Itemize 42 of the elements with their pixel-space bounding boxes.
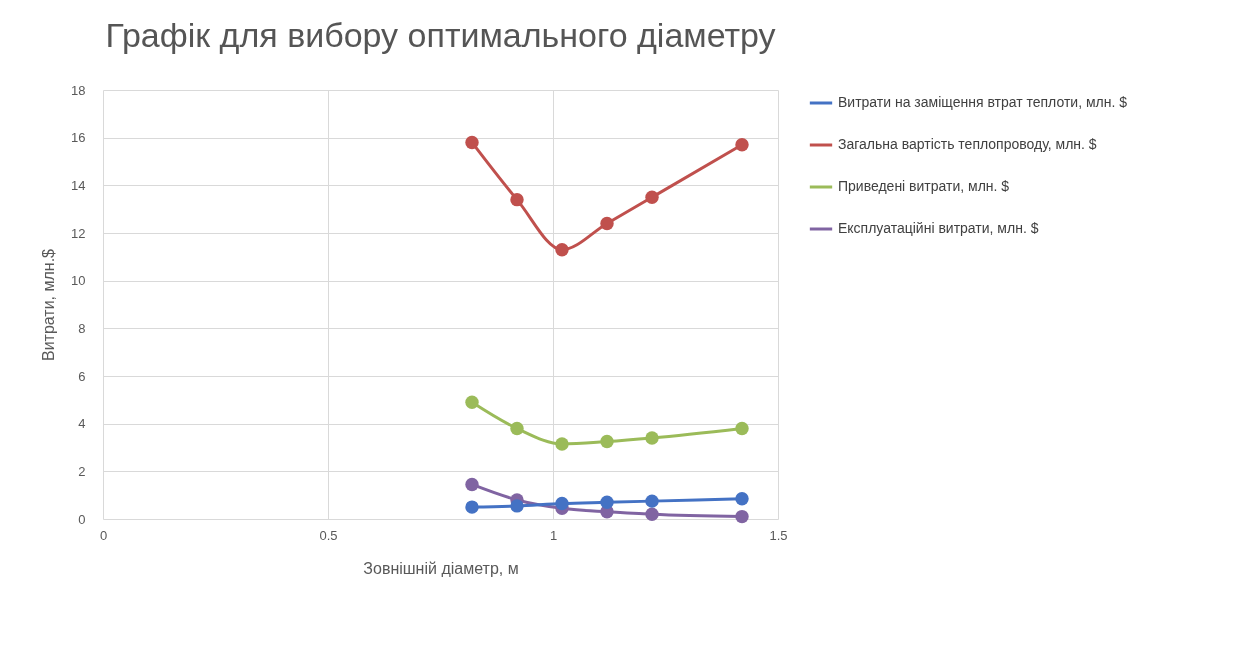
point bbox=[600, 495, 614, 510]
point bbox=[510, 421, 524, 436]
point bbox=[510, 499, 524, 513]
y-tick-label: 18 bbox=[71, 82, 86, 98]
point bbox=[645, 431, 659, 445]
y-tick-label: 16 bbox=[71, 130, 86, 146]
y-tick-label: 4 bbox=[78, 416, 86, 432]
legend-label: Експлуатаційні витрати, млн. $ bbox=[838, 220, 1039, 236]
point bbox=[735, 138, 749, 152]
point bbox=[645, 507, 659, 521]
point bbox=[465, 395, 479, 409]
point bbox=[555, 496, 569, 511]
point bbox=[645, 494, 659, 508]
x-tick-label: 1 bbox=[549, 527, 558, 543]
y-tick-label: 14 bbox=[71, 177, 86, 193]
point bbox=[645, 190, 659, 204]
x-tick-label: 0.5 bbox=[319, 527, 338, 543]
point bbox=[735, 492, 749, 506]
point bbox=[555, 242, 569, 257]
point bbox=[465, 500, 479, 514]
point bbox=[735, 509, 749, 524]
y-tick-label: 8 bbox=[78, 320, 86, 336]
point bbox=[555, 437, 569, 451]
chart-title: Графік для вибору оптимального діаметру bbox=[105, 16, 776, 54]
x-tick-label: 1.5 bbox=[769, 527, 788, 543]
x-axis-title: Зовнішній діаметр, м bbox=[363, 559, 519, 577]
y-tick-label: 0 bbox=[78, 511, 86, 527]
point bbox=[600, 216, 614, 231]
point bbox=[600, 434, 614, 449]
legend-label: Приведені витрати, млн. $ bbox=[838, 178, 1010, 194]
y-tick-label: 6 bbox=[78, 368, 86, 384]
y-tick-label: 12 bbox=[71, 225, 86, 241]
legend-label: Загальна вартість теплопроводу, млн. $ bbox=[838, 136, 1097, 152]
point bbox=[510, 192, 524, 207]
y-axis-title: Витрати, млн.$ bbox=[40, 248, 58, 362]
point bbox=[735, 421, 749, 436]
y-tick-label: 2 bbox=[78, 463, 86, 479]
legend-label: Витрати на заміщення втрат теплоти, млн. $ bbox=[838, 94, 1128, 110]
x-tick-label: 0 bbox=[99, 527, 108, 543]
point bbox=[465, 135, 479, 150]
point bbox=[465, 477, 479, 492]
y-tick-label: 10 bbox=[71, 273, 86, 289]
